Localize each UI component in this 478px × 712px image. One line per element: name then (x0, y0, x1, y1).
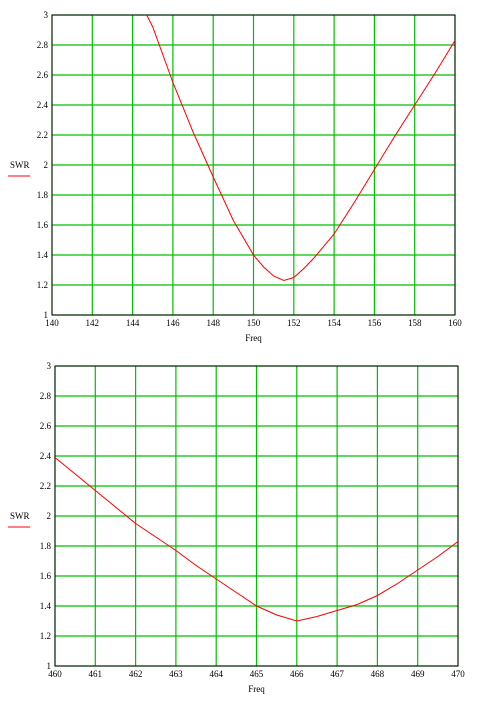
y-tick-label: 2.6 (40, 421, 52, 431)
x-tick-label: 158 (408, 318, 422, 328)
y-tick-label: 2.4 (40, 451, 52, 461)
x-tick-label: 461 (89, 669, 103, 679)
y-tick-label: 2.6 (37, 70, 49, 80)
y-tick-label: 2 (44, 160, 49, 170)
x-tick-label: 156 (368, 318, 382, 328)
y-tick-label: 1.4 (40, 601, 52, 611)
x-tick-label: 468 (371, 669, 385, 679)
x-tick-label: 160 (448, 318, 462, 328)
x-tick-label: 148 (206, 318, 220, 328)
y-tick-label: 3 (47, 361, 52, 371)
x-tick-label: 146 (166, 318, 180, 328)
y-tick-label: 2.8 (37, 40, 49, 50)
plot-frame (51, 14, 456, 316)
x-tick-label: 470 (451, 669, 465, 679)
x-tick-label: 150 (247, 318, 261, 328)
y-tick-label: 1.6 (40, 571, 52, 581)
x-tick-label: 142 (86, 318, 100, 328)
y-tick-label: 1 (44, 310, 49, 320)
x-tick-label: 140 (45, 318, 59, 328)
y-tick-label: 2.4 (37, 100, 49, 110)
y-tick-label: 3 (44, 10, 49, 20)
y-tick-label: 2.2 (37, 130, 48, 140)
x-tick-label: 465 (250, 669, 264, 679)
x-tick-label: 467 (330, 669, 344, 679)
y-tick-label: 1.8 (40, 541, 52, 551)
y-tick-label: 2.8 (40, 391, 52, 401)
legend-label: SWR (10, 511, 30, 521)
y-tick-label: 2.2 (40, 481, 51, 491)
y-tick-label: 1 (47, 661, 52, 671)
x-axis-label: Freq (245, 333, 262, 343)
y-tick-label: 1.4 (37, 250, 49, 260)
plot-frame (54, 365, 459, 667)
y-tick-label: 1.2 (40, 631, 51, 641)
x-tick-label: 460 (48, 669, 62, 679)
x-tick-label: 463 (169, 669, 183, 679)
x-tick-label: 466 (290, 669, 304, 679)
legend-label: SWR (10, 160, 30, 170)
x-axis-label: Freq (248, 684, 265, 694)
x-tick-label: 144 (126, 318, 140, 328)
y-tick-label: 2 (47, 511, 52, 521)
y-tick-label: 1.2 (37, 280, 48, 290)
line-series (55, 457, 458, 622)
x-tick-label: 154 (327, 318, 341, 328)
x-tick-label: 469 (411, 669, 425, 679)
y-tick-label: 1.8 (37, 190, 49, 200)
x-tick-label: 152 (287, 318, 301, 328)
x-tick-label: 462 (129, 669, 143, 679)
x-tick-label: 464 (209, 669, 223, 679)
line-series (146, 15, 455, 282)
y-tick-label: 1.6 (37, 220, 49, 230)
